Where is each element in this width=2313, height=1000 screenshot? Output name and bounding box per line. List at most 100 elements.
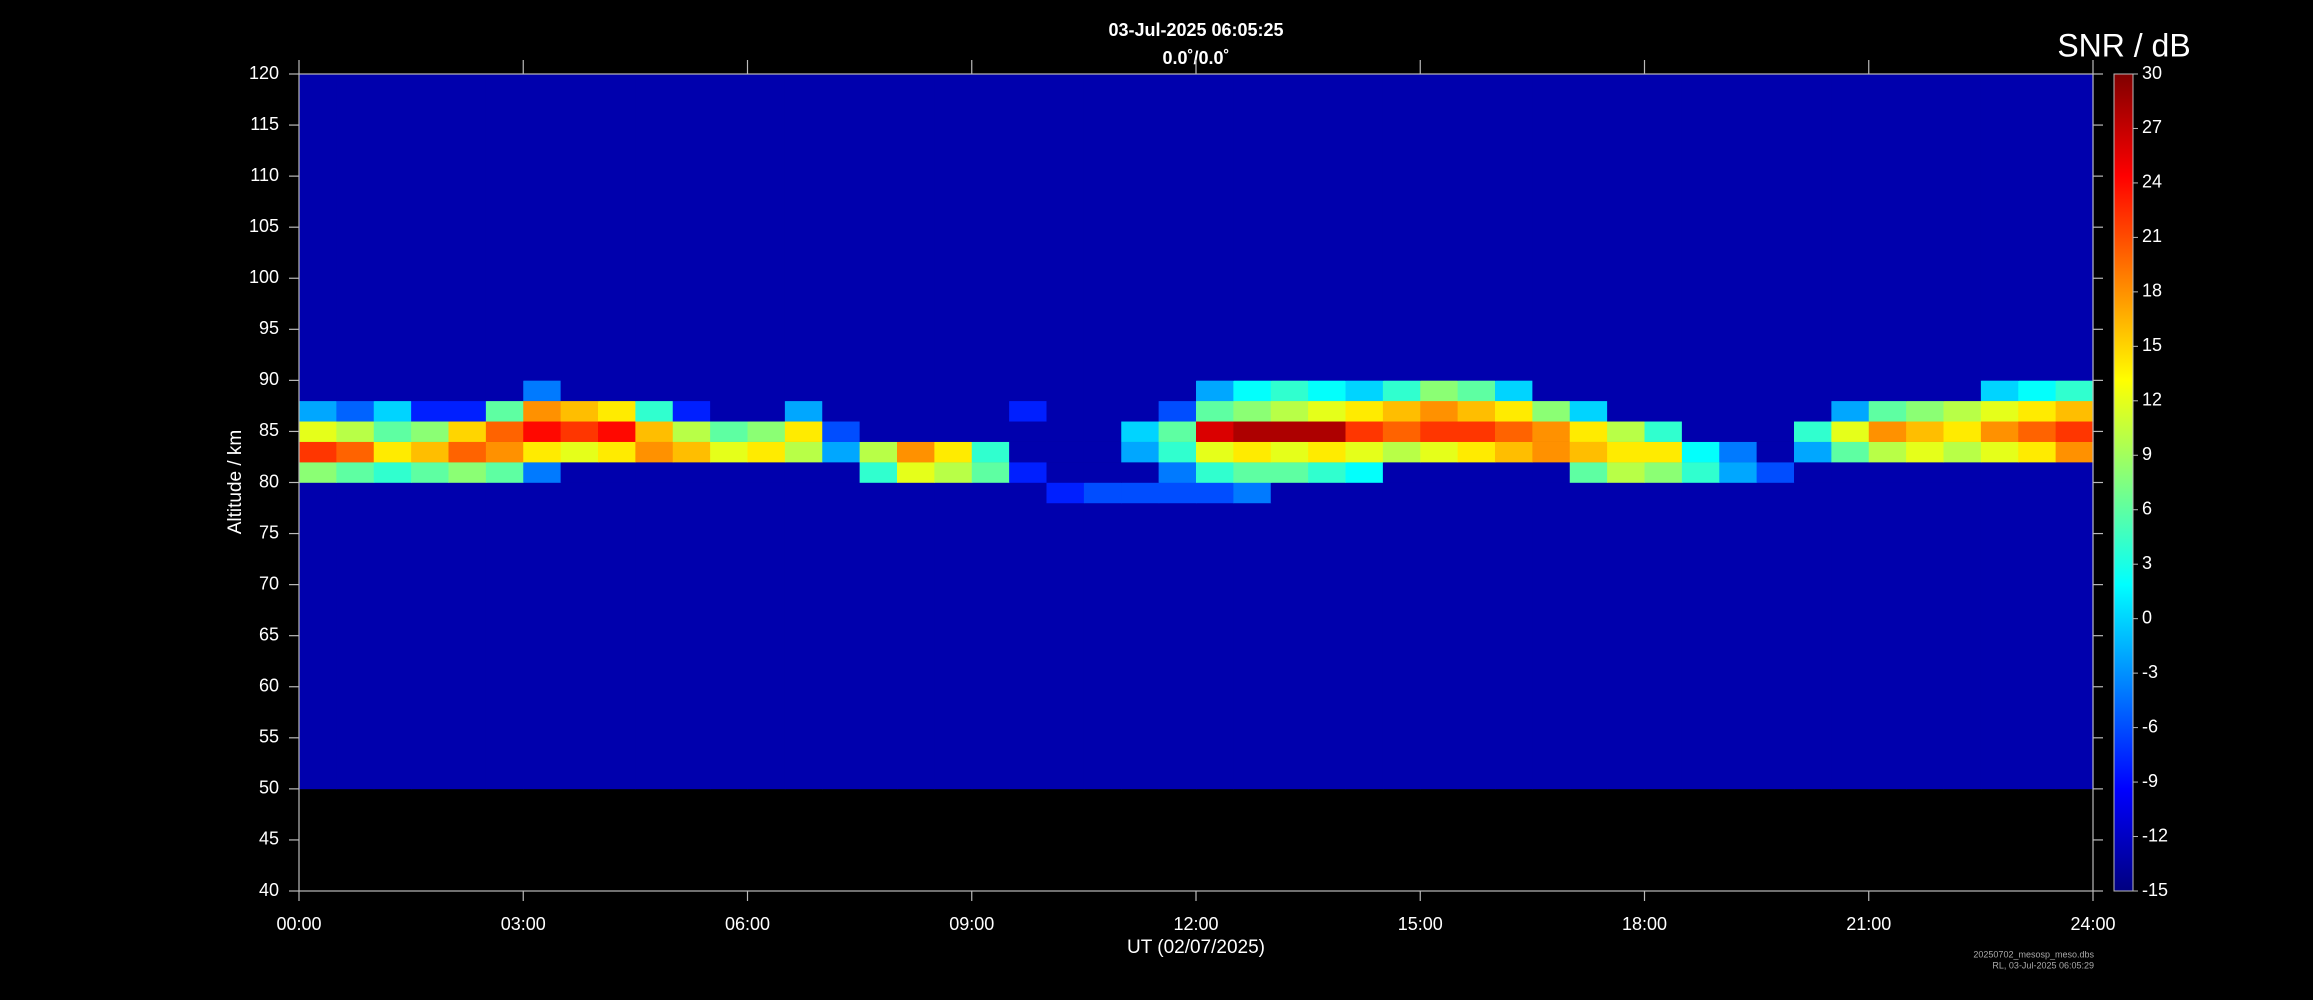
heatmap-cell xyxy=(1906,502,1945,790)
heatmap-cell xyxy=(1233,482,1272,504)
heatmap-cell xyxy=(1980,380,2019,402)
heatmap-cell xyxy=(1233,502,1272,790)
heatmap-cell xyxy=(635,502,674,790)
heatmap-cell xyxy=(523,380,562,402)
heatmap-cell xyxy=(934,400,973,422)
heatmap-cell xyxy=(1270,502,1309,790)
heatmap-cell xyxy=(2055,380,2094,402)
y-tick-label: 40 xyxy=(259,880,279,900)
heatmap-cell xyxy=(1794,421,1832,442)
heatmap-cell xyxy=(1046,400,1085,422)
heatmap-cell xyxy=(1607,74,1646,381)
heatmap-cell xyxy=(784,74,823,381)
heatmap-cell xyxy=(1868,74,1907,381)
heatmap-cell xyxy=(1569,462,1608,483)
heatmap-cell xyxy=(1270,462,1309,483)
heatmap-cell xyxy=(1831,482,1870,504)
heatmap-cell xyxy=(710,400,749,422)
heatmap-cell xyxy=(1009,74,1048,381)
heatmap-cell xyxy=(448,400,487,422)
heatmap-cell xyxy=(2055,502,2094,790)
heatmap-cell xyxy=(560,380,599,402)
y-tick-label: 50 xyxy=(259,778,279,798)
heatmap-cell xyxy=(1382,380,1421,402)
heatmap-cell xyxy=(1756,380,1795,402)
heatmap-cell xyxy=(1420,400,1459,422)
heatmap-cell xyxy=(784,380,823,402)
heatmap-cell xyxy=(2018,421,2057,442)
heatmap-cell xyxy=(1868,502,1907,790)
colorbar-tick-label: -6 xyxy=(2142,716,2158,736)
heatmap-cell xyxy=(710,441,749,463)
heatmap-cell xyxy=(1906,421,1945,442)
heatmap-cell xyxy=(1794,400,1832,422)
heatmap-cell xyxy=(523,482,562,504)
heatmap-cell xyxy=(1121,462,1160,483)
heatmap-cell xyxy=(523,441,562,463)
heatmap-cell xyxy=(1719,482,1758,504)
heatmap-cell xyxy=(485,482,524,504)
colorbar-tick-label: 21 xyxy=(2142,226,2162,246)
footnote: 20250702_mesosp_meso.dbs xyxy=(1973,949,2094,959)
heatmap-cell xyxy=(1158,502,1197,790)
heatmap xyxy=(299,74,2094,790)
heatmap-cell xyxy=(1569,441,1608,463)
heatmap-cell xyxy=(448,502,487,790)
heatmap-cell xyxy=(1831,462,1870,483)
heatmap-cell xyxy=(1121,380,1160,402)
heatmap-cell xyxy=(934,441,973,463)
heatmap-cell xyxy=(1532,502,1571,790)
heatmap-cell xyxy=(859,502,898,790)
y-tick-label: 90 xyxy=(259,369,279,389)
heatmap-cell xyxy=(1681,462,1720,483)
heatmap-cell xyxy=(859,421,898,442)
heatmap-cell xyxy=(1607,421,1646,442)
heatmap-cell xyxy=(1345,462,1384,483)
heatmap-cell xyxy=(411,400,450,422)
heatmap-cell xyxy=(1382,482,1421,504)
heatmap-cell xyxy=(560,421,599,442)
heatmap-cell xyxy=(448,421,487,442)
heatmap-cell xyxy=(859,74,898,381)
heatmap-cell xyxy=(710,482,749,504)
x-tick-label: 06:00 xyxy=(725,914,770,934)
heatmap-cell xyxy=(635,380,674,402)
heatmap-cell xyxy=(1308,462,1347,483)
x-tick-label: 03:00 xyxy=(501,914,546,934)
heatmap-cell xyxy=(299,482,337,504)
heatmap-cell xyxy=(672,400,711,422)
heatmap-cell xyxy=(1308,482,1347,504)
colorbar-tick-label: -15 xyxy=(2142,880,2168,900)
heatmap-cell xyxy=(1681,441,1720,463)
heatmap-cell xyxy=(485,421,524,442)
heatmap-cell xyxy=(1569,502,1608,790)
heatmap-cell xyxy=(448,462,487,483)
heatmap-cell xyxy=(1196,421,1234,442)
heatmap-cell xyxy=(1532,462,1571,483)
heatmap-cell xyxy=(971,400,1010,422)
heatmap-cell xyxy=(1457,421,1496,442)
heatmap-cell xyxy=(2018,462,2057,483)
heatmap-cell xyxy=(598,380,636,402)
heatmap-cell xyxy=(485,380,524,402)
heatmap-cell xyxy=(934,74,973,381)
heatmap-cell xyxy=(1756,400,1795,422)
heatmap-cell xyxy=(784,502,823,790)
heatmap-cell xyxy=(1046,482,1085,504)
heatmap-cell xyxy=(1569,421,1608,442)
colorbar-tick-label: -3 xyxy=(2142,662,2158,682)
heatmap-cell xyxy=(1495,74,1533,381)
heatmap-cell xyxy=(672,462,711,483)
colorbar-tick-label: 15 xyxy=(2142,335,2162,355)
heatmap-cell xyxy=(1046,380,1085,402)
heatmap-cell xyxy=(1831,380,1870,402)
heatmap-cell xyxy=(1382,74,1421,381)
heatmap-cell xyxy=(1308,441,1347,463)
heatmap-cell xyxy=(1794,462,1832,483)
heatmap-cell xyxy=(560,502,599,790)
heatmap-cell xyxy=(1532,441,1571,463)
heatmap-cell xyxy=(1681,380,1720,402)
heatmap-cell xyxy=(598,421,636,442)
heatmap-cell xyxy=(1420,74,1459,381)
heatmap-cell xyxy=(1457,482,1496,504)
